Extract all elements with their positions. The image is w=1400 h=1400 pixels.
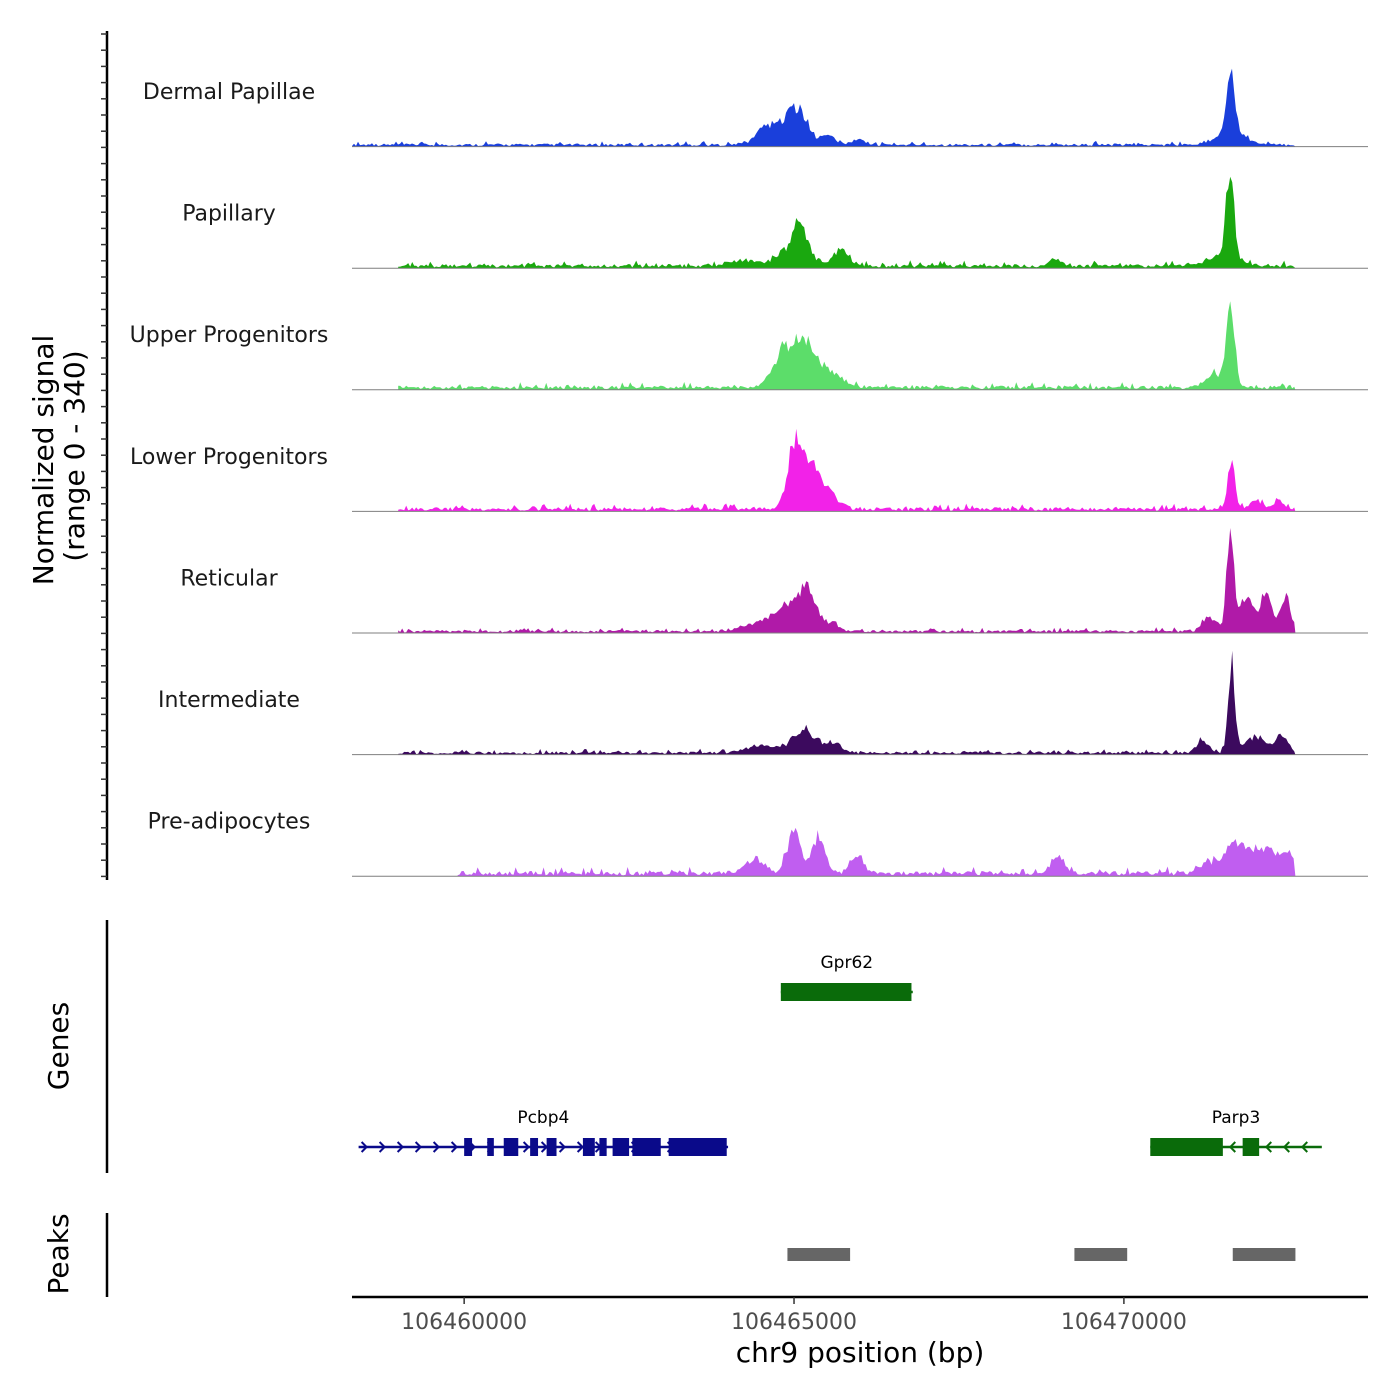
strand-arrow (1264, 1141, 1272, 1153)
exon (612, 1138, 630, 1156)
strand-arrow (432, 1141, 441, 1153)
signal-axis-title: Normalized signal (27, 335, 60, 586)
signal-area (398, 528, 1296, 633)
signal-area (398, 650, 1296, 755)
strand-arrow (396, 1141, 405, 1153)
peaks-axis-title: Peaks (42, 1213, 75, 1294)
track-label: Pre-adipocytes (148, 810, 311, 835)
track-label: Papillary (182, 202, 276, 227)
signal-area (457, 827, 1296, 877)
peak-region (1232, 1248, 1296, 1261)
peak-region (1074, 1248, 1128, 1261)
track-label: Dermal Papillae (143, 80, 315, 105)
track-label: Reticular (180, 566, 278, 591)
strand-arrow (414, 1141, 423, 1153)
x-tick-label: 106460000 (401, 1310, 527, 1335)
strand-arrow (1300, 1141, 1308, 1153)
exon (668, 1138, 727, 1156)
exon (464, 1138, 473, 1156)
track-dermal-papillae: Dermal Papillae (143, 68, 1368, 148)
exon (599, 1138, 607, 1156)
signal-tracks: Dermal Papillae Papillary Upper Progenitor… (130, 68, 1368, 877)
signal-area (398, 176, 1296, 269)
track-pre-adipocytes: Pre-adipocytes (148, 810, 1368, 877)
exon (546, 1138, 557, 1156)
gene-label: Parp3 (1212, 1108, 1261, 1128)
strand-arrow (558, 1141, 567, 1153)
strand-arrow (576, 1141, 585, 1153)
signal-y-axis (101, 31, 109, 880)
track-reticular: Reticular (180, 528, 1368, 634)
strand-arrow (360, 1141, 369, 1153)
track-label: Lower Progenitors (130, 445, 328, 470)
gene-pcbp4: Pcbp4 (358, 1108, 729, 1156)
exon (487, 1138, 494, 1156)
exon (503, 1138, 519, 1156)
strand-arrow (522, 1141, 531, 1153)
exon (582, 1138, 595, 1156)
gene-gpr62: Gpr62 (780, 953, 913, 1001)
exon (530, 1138, 539, 1156)
x-axis: 106460000 106465000 106470000 (352, 1295, 1368, 1335)
genes-axis-title: Genes (42, 1002, 75, 1090)
strand-arrow (450, 1141, 459, 1153)
strand-arrow (1282, 1141, 1290, 1153)
track-intermediate: Intermediate (158, 650, 1368, 756)
peak-track (105, 1213, 1296, 1297)
track-upper-progenitors: Upper Progenitors (130, 301, 1368, 391)
exon (780, 983, 912, 1001)
strand-arrow (540, 1141, 549, 1153)
exon (632, 1138, 661, 1156)
gene-parp3: Parp3 (1150, 1108, 1322, 1156)
exon (1150, 1138, 1223, 1156)
signal-area (398, 428, 1296, 512)
exon (1242, 1138, 1260, 1156)
peak-region (787, 1248, 851, 1261)
x-tick-label: 106465000 (731, 1310, 857, 1335)
track-label: Upper Progenitors (130, 323, 329, 348)
track-label: Intermediate (158, 688, 300, 713)
strand-arrow (378, 1141, 387, 1153)
strand-arrow (1228, 1141, 1236, 1153)
signal-area (398, 301, 1296, 390)
track-papillary: Papillary (182, 176, 1368, 269)
signal-axis-range: (range 0 - 340) (58, 350, 91, 561)
gene-label: Pcbp4 (517, 1108, 569, 1128)
gene-label: Gpr62 (821, 953, 874, 973)
signal-area (352, 68, 1296, 147)
x-tick-label: 106470000 (1061, 1310, 1187, 1335)
track-lower-progenitors: Lower Progenitors (130, 428, 1368, 512)
gene-track: Gpr62 Pcbp4 Parp3 (105, 920, 1322, 1173)
x-axis-title: chr9 position (bp) (736, 1336, 985, 1369)
